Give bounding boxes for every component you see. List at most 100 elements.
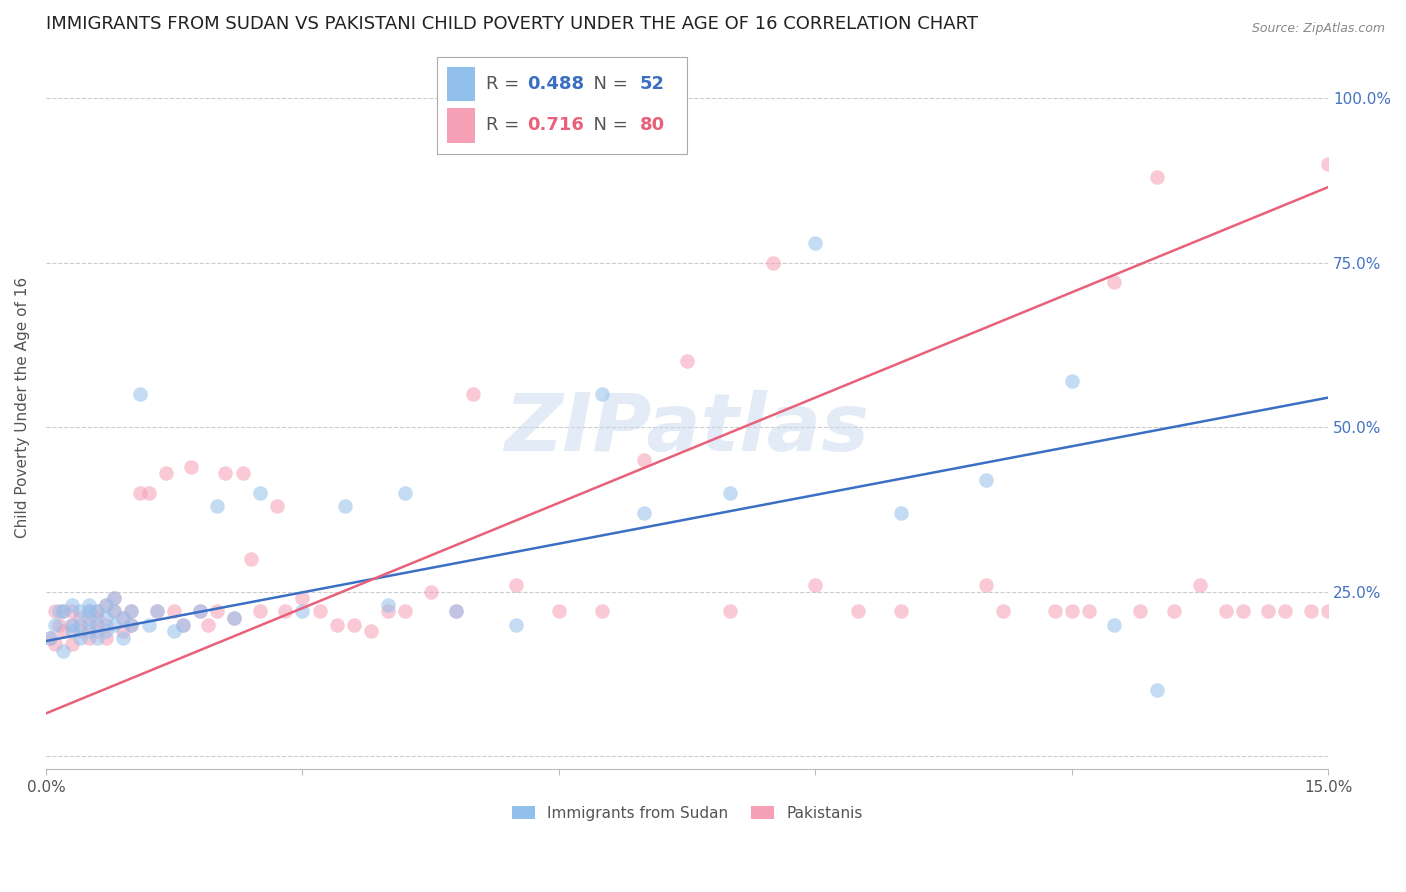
Legend: Immigrants from Sudan, Pakistanis: Immigrants from Sudan, Pakistanis — [506, 799, 869, 827]
Point — [146, 604, 169, 618]
Point — [1043, 604, 1066, 618]
Point — [111, 611, 134, 625]
Point — [1317, 604, 1340, 618]
Point — [308, 604, 330, 618]
Point — [394, 486, 416, 500]
Point — [974, 578, 997, 592]
Point — [197, 617, 219, 632]
Point — [446, 604, 468, 618]
Point — [120, 617, 142, 632]
Text: 52: 52 — [640, 75, 665, 93]
Text: Source: ZipAtlas.com: Source: ZipAtlas.com — [1251, 22, 1385, 36]
Text: R =: R = — [485, 75, 524, 93]
Point — [103, 604, 125, 618]
Point — [69, 611, 91, 625]
Text: 0.488: 0.488 — [527, 75, 583, 93]
Point — [103, 617, 125, 632]
Point — [138, 617, 160, 632]
Point — [505, 617, 527, 632]
Point — [103, 591, 125, 606]
Point — [111, 611, 134, 625]
Point — [291, 591, 314, 606]
Point — [1274, 604, 1296, 618]
Point — [1299, 604, 1322, 618]
Text: IMMIGRANTS FROM SUDAN VS PAKISTANI CHILD POVERTY UNDER THE AGE OF 16 CORRELATION: IMMIGRANTS FROM SUDAN VS PAKISTANI CHILD… — [46, 15, 979, 33]
Point — [52, 624, 75, 639]
Point — [804, 235, 827, 250]
Point — [163, 604, 186, 618]
Point — [463, 387, 485, 401]
Point — [377, 598, 399, 612]
Point — [394, 604, 416, 618]
Point — [633, 453, 655, 467]
Point — [249, 604, 271, 618]
Point — [86, 611, 108, 625]
Point — [1060, 374, 1083, 388]
Point — [993, 604, 1015, 618]
Point — [804, 578, 827, 592]
Point — [1146, 683, 1168, 698]
Point — [343, 617, 366, 632]
Point — [377, 604, 399, 618]
Point — [44, 604, 66, 618]
Point — [676, 354, 699, 368]
Point — [52, 644, 75, 658]
Point — [111, 624, 134, 639]
Point — [129, 387, 152, 401]
Point — [60, 637, 83, 651]
Point — [325, 617, 347, 632]
Point — [48, 604, 70, 618]
Point — [249, 486, 271, 500]
Point — [718, 486, 741, 500]
Point — [52, 604, 75, 618]
Point — [77, 624, 100, 639]
Point — [1146, 170, 1168, 185]
Point — [163, 624, 186, 639]
Point — [1060, 604, 1083, 618]
Point — [419, 584, 441, 599]
Text: 0.716: 0.716 — [527, 116, 583, 135]
Point — [591, 387, 613, 401]
Point — [1129, 604, 1152, 618]
Point — [718, 604, 741, 618]
Point — [86, 604, 108, 618]
Point — [1232, 604, 1254, 618]
Point — [94, 598, 117, 612]
Point — [103, 604, 125, 618]
Point — [103, 591, 125, 606]
Point — [146, 604, 169, 618]
Point — [1257, 604, 1279, 618]
Point — [60, 598, 83, 612]
Point — [60, 617, 83, 632]
Point — [172, 617, 194, 632]
Point — [1188, 578, 1211, 592]
Point — [172, 617, 194, 632]
Point — [86, 631, 108, 645]
Point — [240, 551, 263, 566]
Point — [94, 611, 117, 625]
Text: 80: 80 — [640, 116, 665, 135]
Point — [69, 604, 91, 618]
Point — [138, 486, 160, 500]
Point — [1215, 604, 1237, 618]
Point — [129, 486, 152, 500]
Point — [77, 604, 100, 618]
Text: R =: R = — [485, 116, 524, 135]
Point — [69, 617, 91, 632]
Point — [60, 617, 83, 632]
Point — [846, 604, 869, 618]
Point — [188, 604, 211, 618]
Point — [505, 578, 527, 592]
Text: N =: N = — [582, 75, 634, 93]
Point — [86, 617, 108, 632]
Point — [890, 506, 912, 520]
Point — [111, 631, 134, 645]
Point — [94, 598, 117, 612]
Point — [60, 624, 83, 639]
Point — [591, 604, 613, 618]
Point — [1104, 617, 1126, 632]
Point — [69, 624, 91, 639]
Bar — [447, 108, 475, 143]
Point — [205, 604, 228, 618]
Point — [77, 617, 100, 632]
